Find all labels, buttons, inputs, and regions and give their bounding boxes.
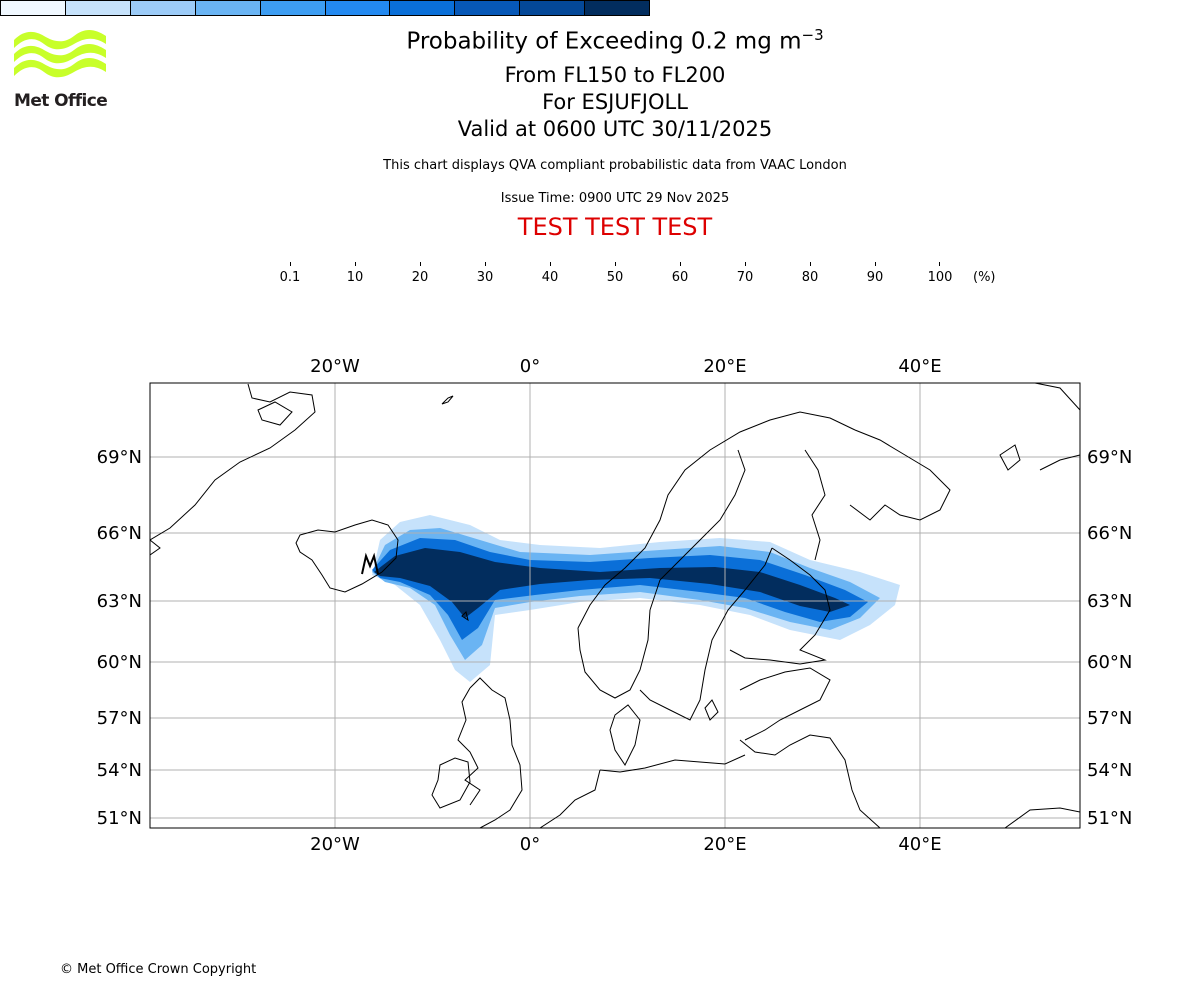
latitude-label: 51°N: [97, 808, 142, 829]
colorbar-tick-label: 80: [801, 270, 819, 285]
colorbar-tick-mark: [290, 262, 291, 266]
colorbar-tick-mark: [355, 262, 356, 266]
copyright: © Met Office Crown Copyright: [60, 962, 257, 977]
latitude-label: 54°N: [97, 760, 142, 781]
colorbar-tick-label: 100: [927, 270, 953, 285]
map-frame: [149, 382, 1081, 829]
longitude-label: 40°E: [898, 834, 941, 855]
title-prefix: Probability of Exceeding 0.2 mg m: [406, 28, 802, 55]
map-gridlines: [150, 383, 1080, 828]
longitude-labels-top: 20°W 0° 20°E 40°E: [310, 356, 941, 377]
latitude-labels-right: 69°N 66°N 63°N 60°N 57°N 54°N 51°N: [1087, 447, 1132, 829]
met-office-logo: Met Office: [14, 30, 109, 112]
longitude-label: 0°: [520, 834, 540, 855]
latitude-label: 69°N: [97, 447, 142, 468]
colorbar-segment: [259, 1, 325, 15]
latitude-labels-left: 69°N 66°N 63°N 60°N 57°N 54°N 51°N: [97, 447, 142, 829]
colorbar-tick-label: 50: [606, 270, 624, 285]
latitude-label: 57°N: [1087, 708, 1132, 729]
logo-text: Met Office: [14, 91, 108, 111]
volcano-subtitle: For ESJUFJOLL: [542, 90, 688, 114]
colorbar-tick-mark: [615, 262, 616, 266]
latitude-label: 51°N: [1087, 808, 1132, 829]
map-background: [150, 383, 1080, 828]
colorbar-segment: [324, 1, 390, 15]
latitude-label: 66°N: [1087, 523, 1132, 544]
longitude-label: 20°E: [703, 834, 746, 855]
issue-time: Issue Time: 0900 UTC 29 Nov 2025: [500, 191, 730, 206]
valid-time-subtitle: Valid at 0600 UTC 30/11/2025: [457, 117, 773, 141]
volcano-marker-icon: [361, 552, 379, 575]
longitude-label: 20°W: [310, 356, 360, 377]
colorbar-segment: [519, 1, 585, 15]
latitude-label: 60°N: [97, 652, 142, 673]
colorbar-segment: [64, 1, 130, 15]
colorbar-tick-mark: [550, 262, 551, 266]
colorbar-tick-label: 70: [736, 270, 754, 285]
colorbar-segment: [194, 1, 260, 15]
colorbar-tick-mark: [745, 262, 746, 266]
colorbar-tick-mark: [875, 262, 876, 266]
colorbar: [0, 0, 650, 16]
longitude-label: 0°: [520, 356, 540, 377]
colorbar-tick-mark: [810, 262, 811, 266]
test-banner: TEST TEST TEST: [517, 213, 713, 241]
longitude-label: 40°E: [898, 356, 941, 377]
met-office-waves-icon: [14, 30, 106, 78]
longitude-label: 20°E: [703, 356, 746, 377]
plume-band-max: [374, 548, 850, 618]
colorbar-tick-label: 10: [346, 270, 364, 285]
chart-description: This chart displays QVA compliant probab…: [383, 158, 847, 173]
chart-title: Probability of Exceeding 0.2 mg m−3: [0, 26, 1200, 55]
colorbar-unit: (%): [973, 270, 996, 285]
greenland-coast: [150, 383, 316, 541]
colorbar-tick-mark: [420, 262, 421, 266]
colorbar-tick-label: 30: [476, 270, 494, 285]
flight-level-subtitle: From FL150 to FL200: [504, 63, 726, 87]
colorbar-tick-mark: [939, 262, 940, 266]
norway-coast: [577, 411, 856, 629]
latitude-label: 63°N: [1087, 591, 1132, 612]
ireland-coast: [431, 757, 471, 809]
colorbar-tick-label: 90: [866, 270, 884, 285]
colorbar-segment: [584, 1, 650, 15]
colorbar-tick-mark: [680, 262, 681, 266]
latitude-label: 63°N: [97, 591, 142, 612]
colorbar-tick-label: 60: [671, 270, 689, 285]
coastlines: [150, 383, 1080, 828]
longitude-labels-bottom: 20°W 0° 20°E 40°E: [310, 834, 941, 855]
colorbar-tick-label: 20: [411, 270, 429, 285]
latitude-label: 60°N: [1087, 652, 1132, 673]
longitude-label: 20°W: [310, 834, 360, 855]
latitude-label: 69°N: [1087, 447, 1132, 468]
iceland-coast: [295, 519, 399, 593]
colorbar-segment: [129, 1, 195, 15]
colorbar-tick-mark: [485, 262, 486, 266]
colorbar-tick-label: 0.1: [279, 270, 301, 285]
latitude-label: 57°N: [97, 708, 142, 729]
colorbar-tick-label: 40: [541, 270, 559, 285]
latitude-label: 54°N: [1087, 760, 1132, 781]
uk-coast: [469, 677, 523, 828]
colorbar-segment: [389, 1, 455, 15]
colorbar-segment: [1, 1, 65, 15]
latitude-label: 66°N: [97, 523, 142, 544]
title-exponent: −3: [801, 26, 824, 44]
colorbar-segment: [454, 1, 520, 15]
